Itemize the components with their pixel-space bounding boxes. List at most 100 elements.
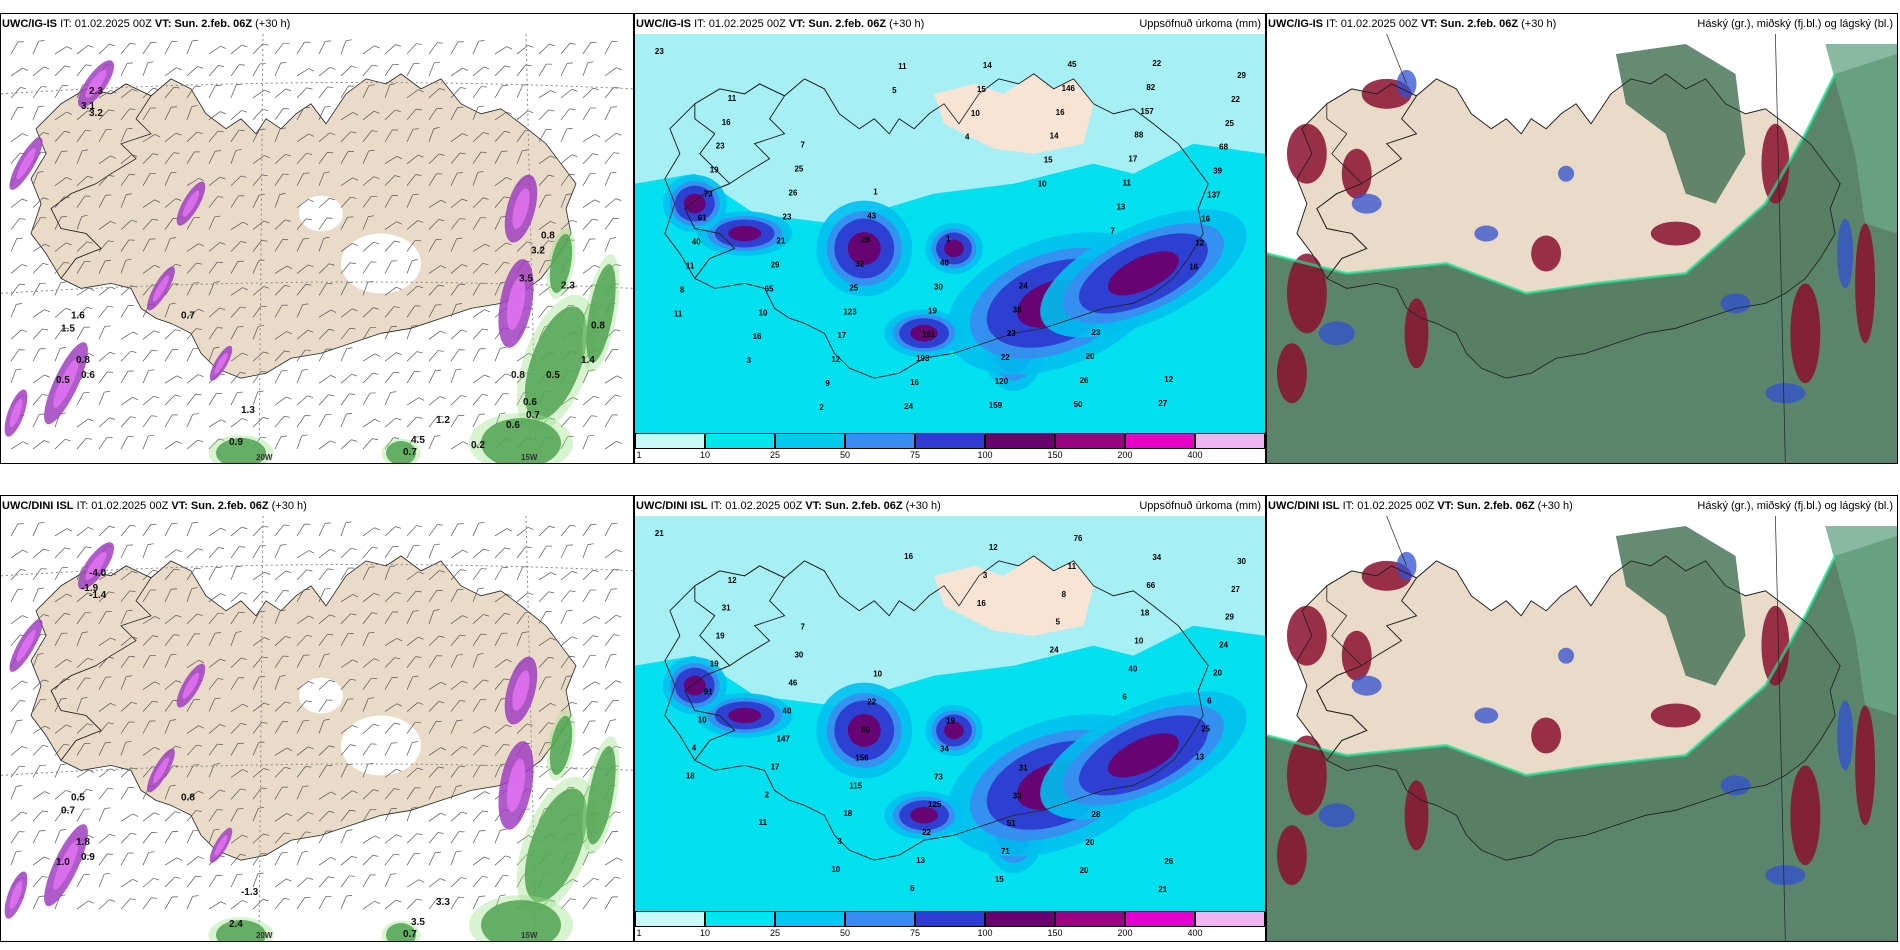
wind-barb [76,110,94,121]
wind-barb [582,851,595,866]
wind-barb [450,152,466,164]
wind-value-label: 0.6 [81,370,95,381]
wind-barb [428,766,445,778]
colorbar-label: 100 [977,450,993,460]
precip-value-label: 24 [1050,646,1059,655]
wind-value-label: -4.0 [89,568,107,579]
wind-barb [296,218,312,230]
wind-barb [120,42,136,55]
precip-value-label: 1 [946,234,951,243]
init-time: IT: 01.02.2025 00Z [710,500,803,512]
wind-barb [362,697,375,712]
wind-barb [164,680,182,690]
wind-barb [208,392,223,406]
wind-barb [340,151,354,164]
wind-barb [384,286,402,296]
wind-barb [252,899,269,910]
wind-barb [54,763,67,778]
low-cloud [1267,53,1897,463]
precip-colorbar: 1 10 25 50 75 100 150 200 400 [635,911,1265,941]
panel-precip-dini: UWC/DINI ISL IT: 01.02.2025 00Z VT: Sun.… [634,495,1266,942]
model-name: UWC/DINI ISL [1268,500,1340,512]
wind-barb [362,392,376,406]
wind-barb [582,746,600,756]
wind-barb [384,129,399,142]
wind-barb [604,394,621,406]
wind-barb [560,636,578,646]
wind-barb [208,678,224,690]
green-halo [516,776,596,914]
wind-barb [274,590,290,603]
field-title: Háský (gr.), miðský (fj.bl.) og lágský (… [1697,18,1893,30]
wind-barb [406,721,422,734]
wind-barb [472,394,488,406]
wind-barb [428,897,444,910]
wind-barb [318,40,331,55]
precip-value-label: 10 [1038,180,1047,189]
wind-barb [538,90,557,99]
wind-barb [230,631,242,646]
precip-value-label: 46 [789,679,798,688]
wind-barb [164,171,177,186]
wind-barb [406,787,421,800]
wind-barb [274,193,286,208]
colorbar-label: 150 [1047,450,1063,460]
wind-barb [406,193,419,208]
wind-barb [538,591,555,603]
wind-barb [582,369,595,384]
precip-value-label: 14 [983,61,992,70]
wind-barb [450,700,466,712]
wind-barb [186,856,204,866]
graticule-line [1386,34,1407,85]
precip-value-label: 2 [765,790,770,799]
wind-barb [186,262,203,274]
wind-value-label: -1.4 [89,590,107,601]
high-cloud [1790,765,1821,866]
wind-barb [274,675,286,690]
precip-streak-core [53,358,79,408]
precip-value-label: 21 [655,529,664,538]
precip-value-label: 18 [686,771,695,780]
wind-barb [450,303,463,318]
valid-time: Sun. 2.feb. 06Z [174,18,253,30]
mid-cloud [1765,865,1806,886]
wind-barb [406,43,423,55]
precip-value-label: 30 [794,651,803,660]
wind-barb [560,655,576,668]
wind-barb [274,370,288,384]
wind-barb [296,41,311,55]
colorbar-swatch [1195,433,1265,449]
wind-barb [340,633,354,646]
wind-barb [604,171,617,186]
wind-barb [10,831,25,844]
wind-barb [274,786,288,800]
low-cloud [1825,525,1897,716]
wind-barb [538,63,553,77]
wind-barb [582,42,597,55]
panel-header: UWC/IG-IS IT: 01.02.2025 00Z VT: Sun. 2.… [1267,14,1897,34]
wind-barb [406,370,421,384]
wind-barb [186,308,204,318]
panel-cloud-dini: UWC/DINI ISL IT: 01.02.2025 00Z VT: Sun.… [1266,495,1898,942]
wind-barb [274,350,291,362]
wind-barb [10,349,25,362]
wind-barb [340,242,358,252]
wind-barb [406,285,424,296]
mid-cloud [1474,225,1499,242]
wind-value-label: 0.8 [181,792,195,803]
wind-barb [318,105,331,120]
wind-barb [582,395,600,406]
precip-value-label: 6 [910,884,915,893]
colorbar-swatch [705,433,775,449]
colorbar-swatch [845,911,915,927]
green-halo [546,710,576,781]
wind-barb [32,764,46,778]
colorbar-label: 50 [839,450,851,460]
wind-barb [450,237,463,252]
wind-barb [76,64,92,77]
wind-barb [186,521,199,537]
wind-barb [76,592,94,603]
high-cloud [1286,253,1327,334]
wind-barb [494,373,512,384]
precip-value-label: 14 [1050,132,1059,141]
